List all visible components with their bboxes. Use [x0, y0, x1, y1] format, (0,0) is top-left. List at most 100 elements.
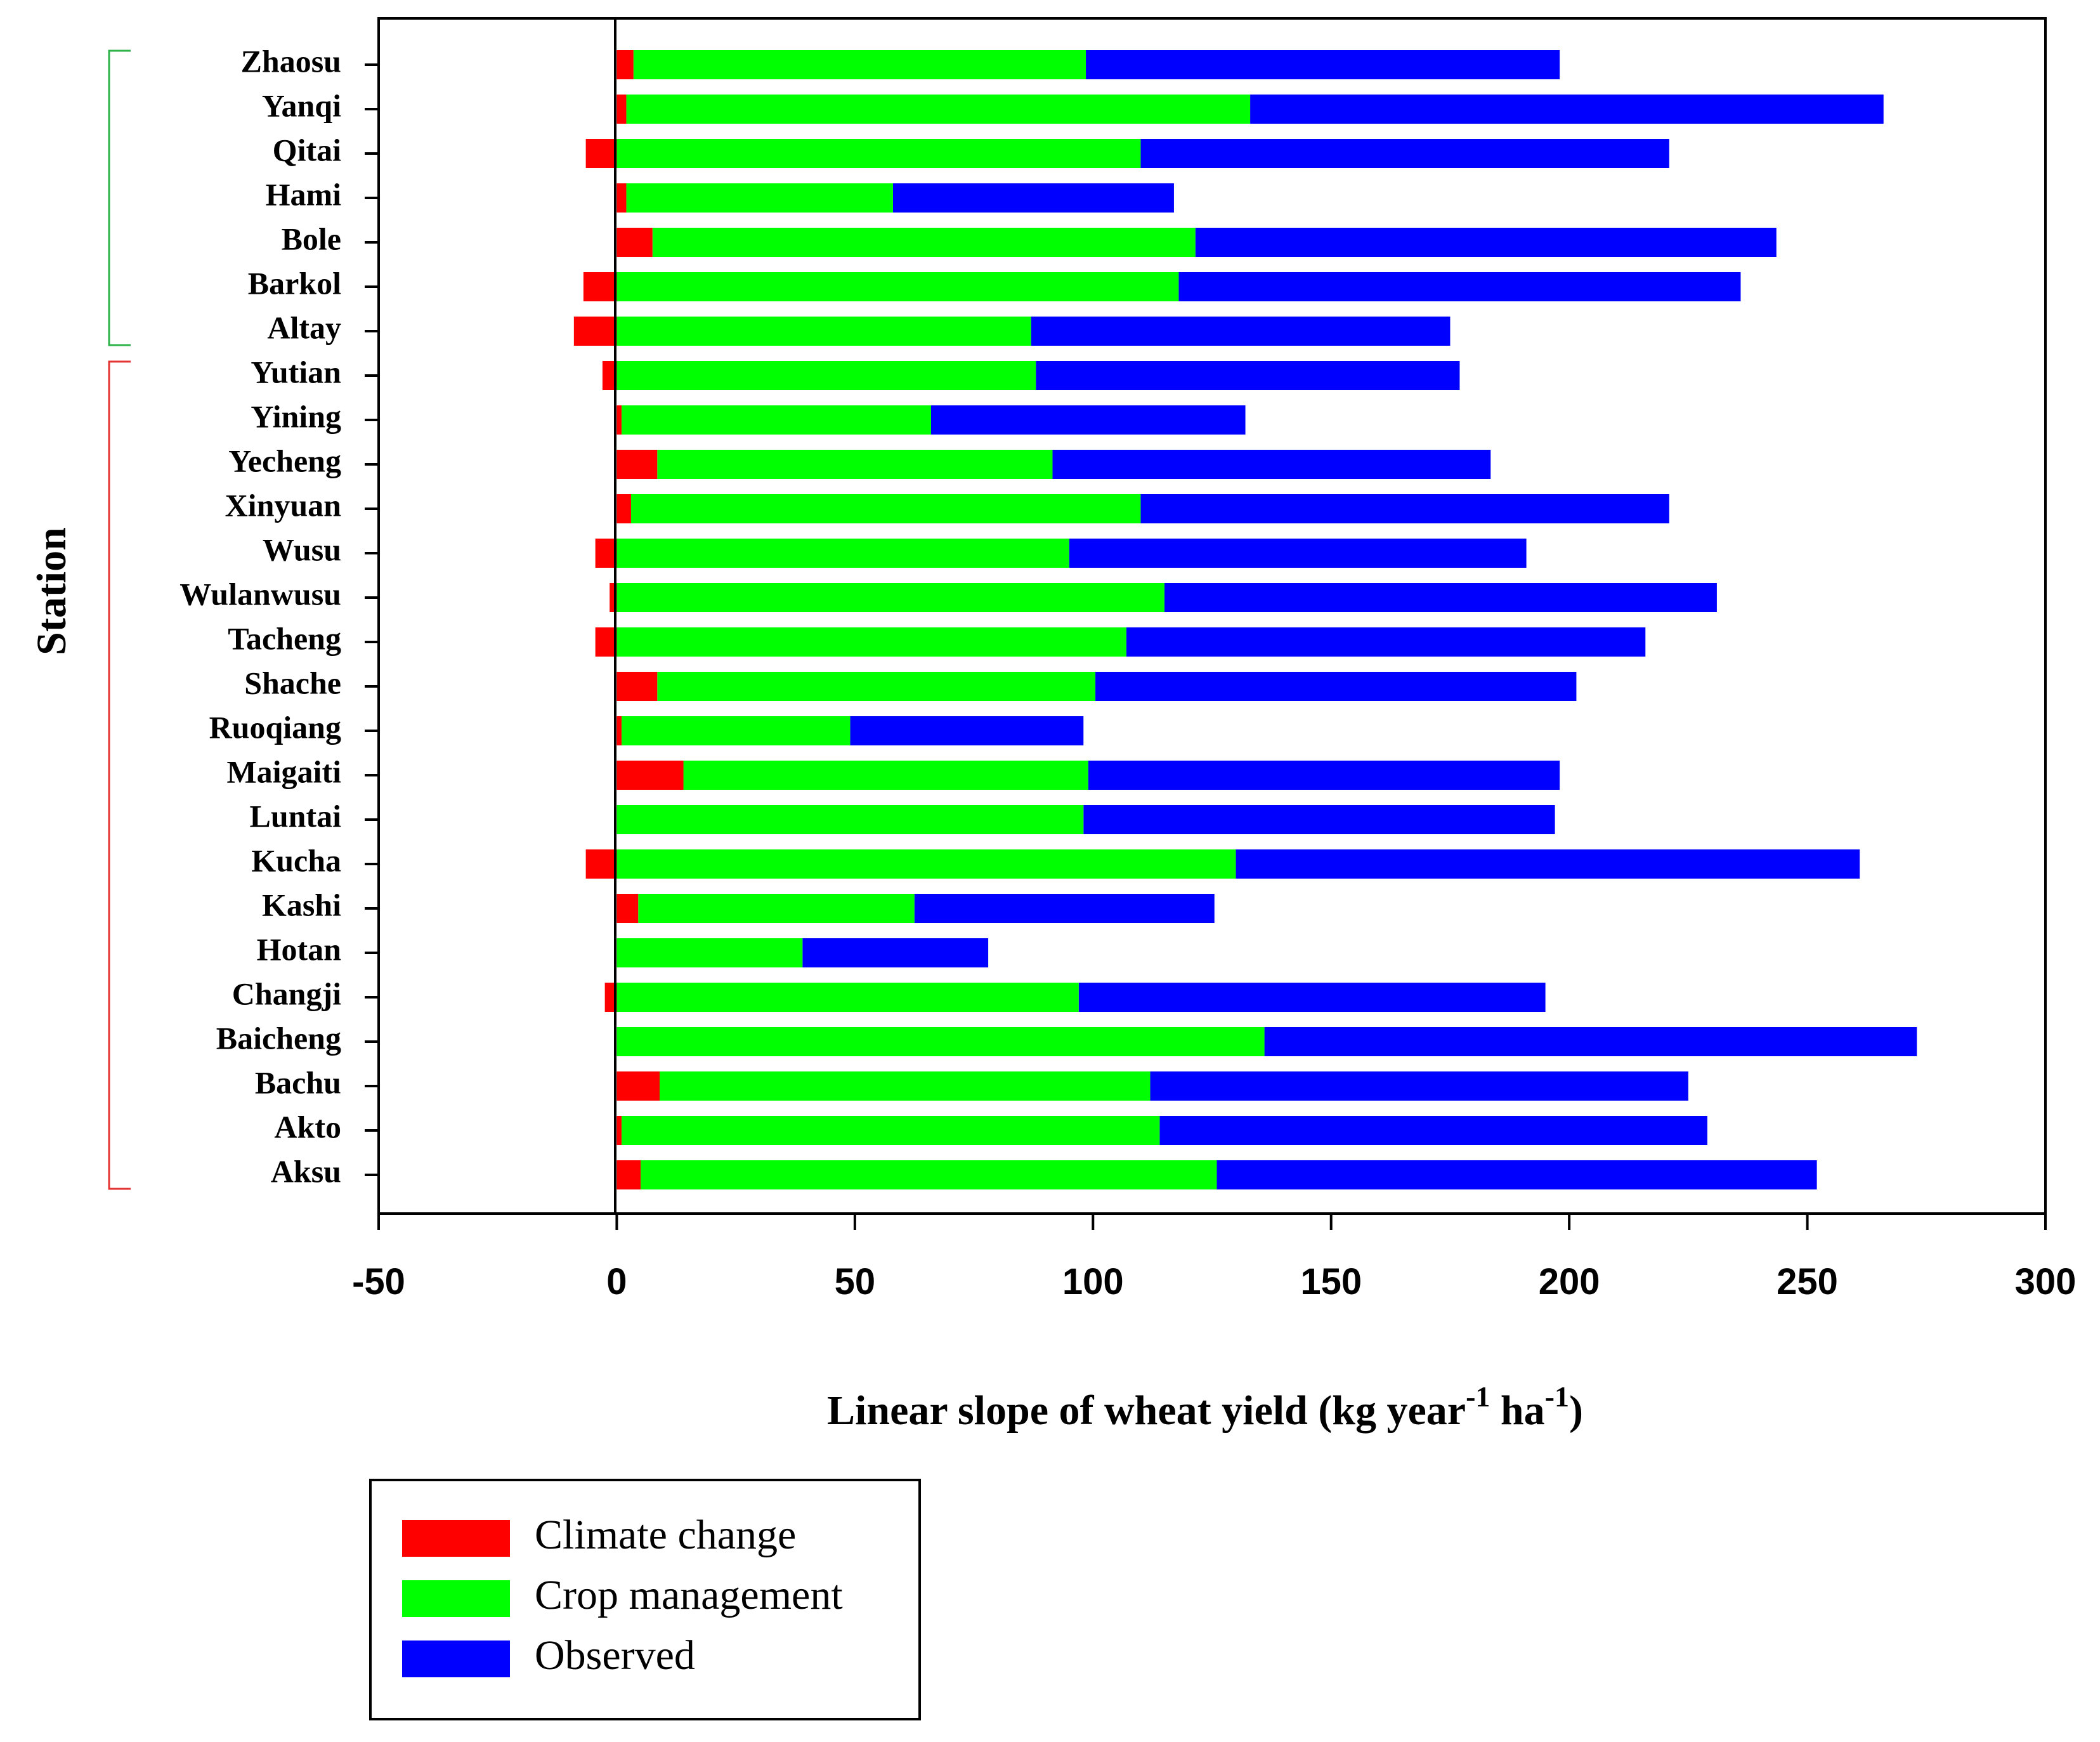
bar-crop-management-hotan — [616, 938, 803, 967]
bar-observed-baicheng — [1264, 1027, 1917, 1056]
station-label-ruoqiang: Ruoqiang — [209, 709, 341, 745]
bar-observed-shache — [1095, 672, 1577, 701]
y-axis-title: Station — [29, 527, 75, 655]
legend-label-climate-change: Climate change — [535, 1512, 796, 1558]
station-label-tacheng: Tacheng — [228, 620, 341, 656]
station-label-baicheng: Baicheng — [216, 1020, 341, 1056]
station-label-barkol: Barkol — [248, 265, 341, 301]
bar-crop-management-maigaiti — [683, 761, 1088, 790]
bar-crop-management-yecheng — [657, 450, 1053, 479]
bar-crop-management-changji — [616, 983, 1079, 1012]
bar-crop-management-hami — [626, 183, 893, 213]
bar-observed-yining — [930, 405, 1246, 435]
bar-observed-kashi — [914, 894, 1215, 923]
x-axis-title-sup1: -1 — [1466, 1380, 1490, 1413]
x-axis-title-mid: ha — [1490, 1387, 1544, 1434]
group-bracket-1 — [108, 49, 131, 346]
station-label-maigaiti: Maigaiti — [226, 754, 341, 789]
x-tick-label-3: 100 — [1062, 1261, 1124, 1302]
station-label-hami: Hami — [266, 176, 342, 212]
bar-observed-zhaosu — [1086, 50, 1560, 79]
bar-climate-change-kashi — [616, 894, 639, 923]
bar-climate-change-hami — [616, 183, 627, 213]
bar-observed-changji — [1078, 983, 1546, 1012]
bar-climate-change-wulanwusu — [610, 583, 617, 612]
bar-crop-management-shache — [657, 672, 1096, 701]
x-axis-title-main: Linear slope of wheat yield (kg year — [827, 1387, 1466, 1434]
bar-crop-management-yanqi — [626, 95, 1251, 124]
legend-swatch-observed — [402, 1640, 510, 1677]
bar-climate-change-qitai — [585, 139, 617, 168]
station-label-zhaosu: Zhaosu — [241, 43, 341, 79]
station-label-luntai: Luntai — [249, 798, 341, 834]
station-label-wusu: Wusu — [263, 532, 341, 567]
bar-observed-luntai — [1083, 805, 1555, 834]
bar-crop-management-bachu — [660, 1071, 1151, 1101]
bar-climate-change-shache — [616, 672, 658, 701]
legend-label-crop-management: Crop management — [535, 1572, 843, 1618]
station-label-wulanwusu: Wulanwusu — [179, 576, 341, 612]
bar-climate-change-yanqi — [616, 95, 627, 124]
bar-observed-barkol — [1178, 272, 1741, 301]
bars-layer — [573, 50, 1917, 1189]
bar-crop-management-aksu — [640, 1160, 1217, 1189]
x-tick-label-1: 0 — [606, 1261, 627, 1302]
x-tick-label-4: 150 — [1300, 1261, 1362, 1302]
bar-climate-change-tacheng — [595, 627, 617, 657]
station-label-xinyuan: Xinyuan — [225, 487, 342, 523]
bar-climate-change-xinyuan — [616, 494, 631, 523]
bar-crop-management-tacheng — [616, 627, 1126, 657]
bar-climate-change-bole — [616, 228, 653, 257]
bar-observed-aksu — [1216, 1160, 1817, 1189]
x-tick-label-2: 50 — [835, 1261, 876, 1302]
bar-climate-change-changji — [604, 983, 617, 1012]
bar-climate-change-altay — [573, 317, 617, 346]
x-axis-title: Linear slope of wheat yield (kg year-1 h… — [827, 1380, 1583, 1434]
bar-observed-qitai — [1140, 139, 1669, 168]
bar-observed-xinyuan — [1140, 494, 1669, 523]
bar-observed-bachu — [1150, 1071, 1688, 1101]
x-tick-label-7: 300 — [2015, 1261, 2077, 1302]
legend: Climate change Crop management Observed — [369, 1479, 921, 1720]
bar-crop-management-wusu — [616, 539, 1069, 568]
bar-climate-change-yining — [616, 405, 622, 435]
bar-observed-yanqi — [1250, 95, 1884, 124]
station-label-bole: Bole — [282, 221, 341, 256]
station-label-altay: Altay — [267, 310, 341, 345]
bar-crop-management-altay — [616, 317, 1031, 346]
x-tick-label-0: -50 — [352, 1261, 405, 1302]
bar-crop-management-xinyuan — [630, 494, 1141, 523]
bar-observed-hami — [892, 183, 1174, 213]
station-label-qitai: Qitai — [273, 132, 341, 167]
bar-crop-management-luntai — [616, 805, 1084, 834]
bar-climate-change-aksu — [616, 1160, 641, 1189]
bar-climate-change-kucha — [585, 849, 617, 879]
station-label-yecheng: Yecheng — [228, 443, 341, 478]
station-label-bachu: Bachu — [255, 1064, 341, 1100]
bar-crop-management-kucha — [616, 849, 1236, 879]
station-label-shache: Shache — [244, 665, 341, 700]
x-axis: -50 0 50 100 150 200 250 300 — [352, 1214, 2076, 1302]
bar-climate-change-bachu — [616, 1071, 660, 1101]
bar-climate-change-zhaosu — [616, 50, 634, 79]
bar-crop-management-ruoqiang — [621, 716, 851, 745]
bar-crop-management-baicheng — [616, 1027, 1265, 1056]
station-labels: Zhaosu Yanqi Qitai Hami Bole Barkol Altay Yutia… — [179, 43, 341, 1189]
station-label-akto: Akto — [274, 1109, 341, 1144]
bar-observed-yecheng — [1052, 450, 1491, 479]
bar-observed-kucha — [1236, 849, 1860, 879]
station-label-hotan: Hotan — [257, 931, 342, 967]
bar-crop-management-yining — [621, 405, 931, 435]
bar-climate-change-yecheng — [616, 450, 658, 479]
bar-climate-change-barkol — [583, 272, 617, 301]
x-tick-label-6: 250 — [1777, 1261, 1838, 1302]
y-ticks — [365, 63, 379, 1176]
bar-observed-wulanwusu — [1164, 583, 1717, 612]
bar-climate-change-wusu — [595, 539, 617, 568]
station-label-yining: Yining — [251, 398, 341, 434]
bar-climate-change-akto — [616, 1116, 622, 1145]
bar-climate-change-maigaiti — [616, 761, 684, 790]
legend-label-observed: Observed — [535, 1632, 695, 1679]
bar-crop-management-kashi — [638, 894, 915, 923]
